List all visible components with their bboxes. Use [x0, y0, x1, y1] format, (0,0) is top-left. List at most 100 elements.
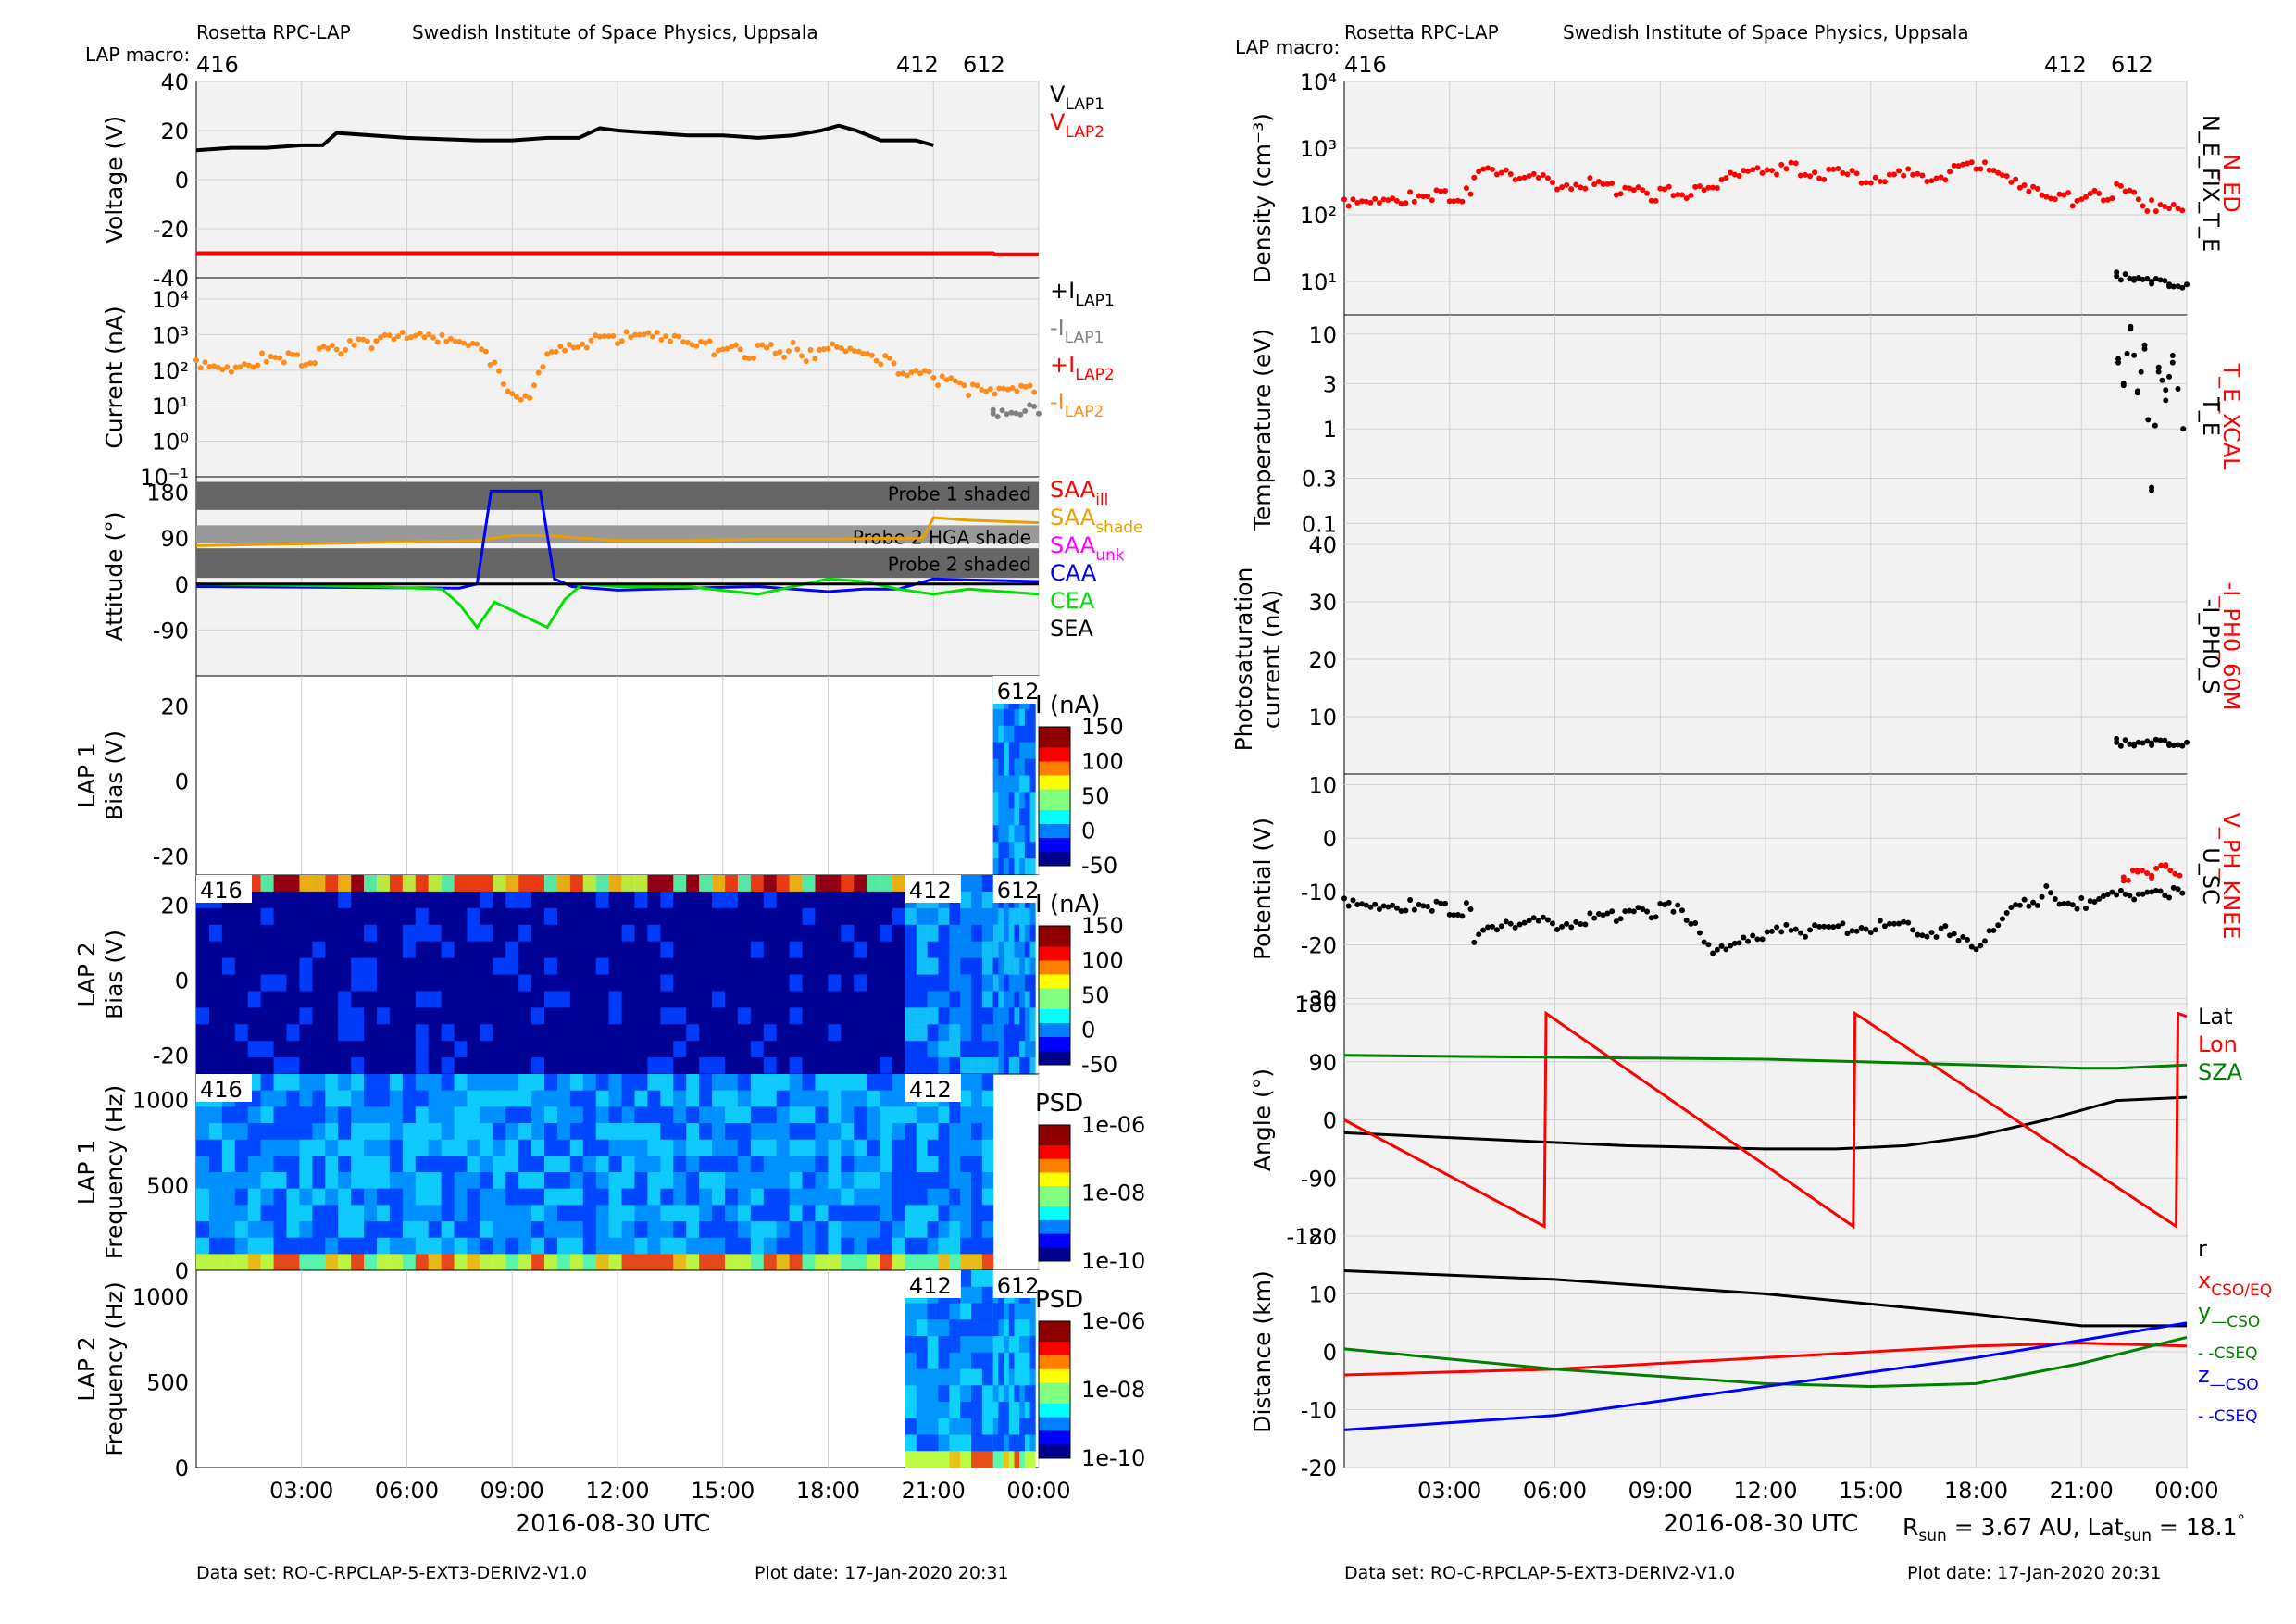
heatmap-cell — [1024, 808, 1031, 826]
heatmap-cell — [647, 1123, 661, 1141]
heatmap-cell — [505, 907, 519, 926]
heatmap-cell — [905, 1041, 917, 1058]
heatmap-cell — [221, 1057, 236, 1075]
data-point — [1425, 194, 1431, 200]
data-point — [1792, 926, 1799, 932]
heatmap-cell — [480, 1237, 493, 1255]
heatmap-cell — [938, 1352, 950, 1369]
data-point — [197, 365, 204, 371]
heatmap-cell — [828, 1090, 842, 1107]
data-point — [1544, 917, 1551, 923]
heatmap-cell — [737, 991, 752, 1008]
y-tick-label: 10 — [1308, 705, 1337, 731]
heatmap-cell — [299, 1106, 313, 1124]
x-tick-label: 21:00 — [2050, 1478, 2114, 1504]
heatmap-cell — [415, 974, 430, 992]
data-point — [1018, 382, 1025, 389]
macro-label-left: LAP macro: — [85, 44, 190, 66]
heatmap-cell — [621, 1123, 635, 1141]
data-point — [540, 364, 546, 370]
heatmap-cell — [1014, 808, 1020, 826]
heatmap-cell — [724, 1254, 739, 1271]
heatmap-cell — [621, 1074, 635, 1092]
heatmap-cell — [493, 1041, 506, 1058]
heatmap-cell — [647, 1172, 661, 1190]
heatmap-cell — [415, 891, 430, 909]
data-point — [2179, 284, 2186, 291]
heatmap-cell — [608, 1090, 623, 1107]
data-point — [2175, 283, 2181, 290]
heatmap-cell — [867, 1188, 880, 1206]
data-point — [1955, 937, 1962, 943]
colorbar-cell — [1039, 1240, 1070, 1248]
heatmap-cell — [960, 1074, 972, 1092]
data-point — [2100, 197, 2106, 204]
data-point — [2104, 892, 2111, 898]
y-tick-label: 1000 — [132, 1088, 189, 1114]
heatmap-cell — [854, 1205, 867, 1222]
heatmap-cell — [927, 1385, 939, 1403]
data-point — [820, 346, 827, 353]
data-point — [1604, 181, 1611, 187]
data-point — [1587, 910, 1593, 917]
data-point — [645, 330, 652, 336]
heatmap-cell — [905, 1451, 917, 1468]
heatmap-cell — [971, 1007, 983, 1025]
data-point — [1741, 934, 1747, 941]
heatmap-cell — [789, 1156, 804, 1173]
heatmap-cell — [634, 1237, 648, 1255]
heatmap-cell — [325, 1221, 339, 1239]
data-point — [895, 370, 902, 377]
heatmap-cell — [286, 1188, 300, 1206]
heatmap-cell — [376, 1106, 391, 1124]
heatmap-cell — [454, 1156, 468, 1173]
heatmap-cell — [960, 1451, 972, 1468]
heatmap-cell — [467, 974, 480, 992]
heatmap-cell — [260, 991, 275, 1008]
heatmap-cell — [1019, 1385, 1026, 1403]
data-point — [1540, 914, 1546, 920]
heatmap-cell — [1014, 842, 1020, 859]
data-point — [1853, 170, 1860, 177]
colorbar-cell — [1039, 789, 1070, 797]
data-point — [1999, 916, 2005, 922]
heatmap-cell — [905, 1418, 917, 1435]
macro-412-left: 412 — [896, 52, 939, 78]
heatmap-cell — [763, 941, 778, 959]
heatmap-cell — [454, 1205, 468, 1222]
heatmap-cell — [531, 1090, 545, 1107]
heatmap-cell — [724, 1007, 739, 1025]
data-point — [1350, 897, 1356, 904]
series-line-y — [1343, 1335, 2188, 1389]
heatmap-cell — [428, 1205, 443, 1222]
heatmap-cell — [543, 875, 558, 893]
heatmap-cell — [569, 941, 584, 959]
data-point — [2043, 882, 2050, 889]
heatmap-cell — [467, 1057, 480, 1075]
heatmap-cell — [312, 1205, 326, 1222]
heatmap-cell — [286, 1090, 300, 1107]
heatmap-cell — [992, 907, 999, 926]
heatmap-cell — [480, 907, 493, 926]
heatmap-cell — [247, 907, 262, 926]
data-point — [1564, 181, 1570, 188]
colorbar-cell — [1039, 940, 1070, 947]
data-point — [1442, 188, 1449, 194]
data-point — [1840, 169, 1846, 176]
heatmap-cell — [247, 1205, 262, 1222]
heatmap-cell — [312, 991, 326, 1008]
heatmap-cell — [1008, 1057, 1015, 1075]
heatmap-cell — [338, 924, 352, 943]
data-point — [1754, 936, 1761, 943]
data-point — [1471, 939, 1478, 945]
heatmap-cell — [699, 1007, 713, 1025]
data-point — [2096, 191, 2103, 197]
heatmap-cell — [905, 1123, 917, 1141]
data-point — [1675, 902, 1681, 908]
heatmap-cell — [880, 1057, 893, 1075]
heatmap-cell — [971, 1205, 983, 1222]
heatmap-cell — [454, 891, 468, 909]
heatmap-cell — [927, 1057, 939, 1075]
heatmap-cell — [828, 1074, 842, 1092]
